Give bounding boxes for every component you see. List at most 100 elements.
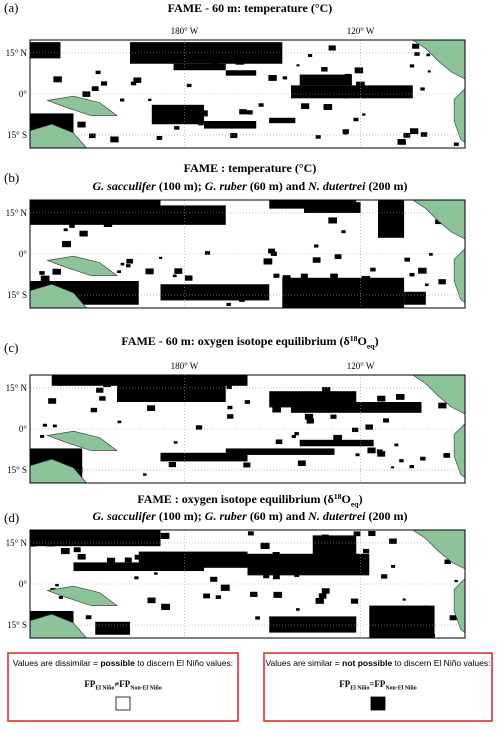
panel-label: (d) bbox=[4, 510, 19, 525]
black-cell bbox=[52, 268, 61, 275]
black-cell bbox=[315, 135, 321, 139]
black-cell bbox=[357, 561, 362, 565]
black-cell bbox=[45, 540, 55, 547]
legend-formula: FPEl Niño=FPNon-El Niño bbox=[339, 679, 417, 692]
black-cell bbox=[129, 291, 136, 296]
black-cell bbox=[203, 593, 211, 599]
map bbox=[29, 529, 466, 639]
black-cell bbox=[273, 591, 283, 598]
black-region bbox=[291, 85, 413, 99]
text-segment: 18 bbox=[350, 334, 358, 343]
black-cell bbox=[294, 432, 299, 436]
text-segment: N. dutertrei bbox=[307, 509, 366, 523]
text-segment: G. sacculifer bbox=[92, 509, 156, 523]
black-cell bbox=[344, 95, 349, 99]
black-cell bbox=[215, 595, 221, 599]
black-cell bbox=[153, 532, 157, 536]
black-cell bbox=[154, 537, 160, 541]
black-cell bbox=[85, 615, 92, 620]
black-region bbox=[269, 616, 357, 633]
black-cell bbox=[208, 206, 215, 211]
black-cell bbox=[199, 219, 206, 224]
black-region bbox=[30, 200, 161, 211]
legend-text: Values are similar = not possible to dis… bbox=[266, 658, 491, 668]
text-segment: not possible bbox=[342, 658, 392, 668]
black-cell bbox=[428, 252, 433, 256]
black-cell bbox=[334, 254, 342, 259]
text-segment: = bbox=[369, 679, 374, 689]
black-cell bbox=[82, 91, 91, 97]
black-cell bbox=[296, 64, 300, 67]
lon-label: 120° W bbox=[347, 26, 375, 36]
lat-label: 15° N bbox=[6, 538, 28, 548]
text-segment: possible bbox=[100, 658, 135, 668]
black-cell bbox=[291, 435, 296, 438]
text-segment: FAME - 60 m: temperature (°C) bbox=[168, 1, 333, 15]
black-cell bbox=[133, 77, 142, 83]
black-cell bbox=[77, 553, 86, 560]
black-cell bbox=[98, 564, 107, 571]
black-cell bbox=[275, 439, 283, 445]
black-cell bbox=[52, 424, 57, 428]
black-cell bbox=[449, 615, 457, 621]
black-cell bbox=[42, 423, 48, 427]
panel-title: FAME : oxygen isotope equilibrium (δ18Oe… bbox=[137, 492, 362, 509]
map-border bbox=[29, 199, 466, 309]
black-cell bbox=[435, 219, 442, 225]
black-cell bbox=[69, 224, 75, 228]
black-cell bbox=[174, 126, 180, 130]
black-region bbox=[299, 439, 374, 447]
legend-swatch bbox=[115, 696, 131, 711]
text-segment: (100 m); bbox=[156, 179, 205, 193]
black-cell bbox=[431, 633, 435, 637]
black-cell bbox=[39, 271, 45, 275]
black-cell bbox=[363, 286, 367, 289]
black-cell bbox=[96, 387, 104, 393]
black-cell bbox=[40, 275, 50, 282]
black-cell bbox=[353, 117, 359, 122]
black-cell bbox=[58, 383, 63, 386]
black-cell bbox=[134, 554, 142, 560]
black-cell bbox=[204, 251, 211, 255]
black-cell bbox=[31, 200, 37, 205]
black-cell bbox=[63, 228, 68, 232]
legend-text: Values are dissimilar = possible to disc… bbox=[13, 658, 233, 668]
black-cell bbox=[160, 532, 170, 539]
panel-subtitle: G. sacculifer (100 m); G. ruber (60 m) a… bbox=[92, 179, 407, 193]
black-cell bbox=[48, 398, 57, 404]
black-cell bbox=[304, 413, 314, 420]
text-segment: (200 m) bbox=[366, 179, 408, 193]
black-cell bbox=[381, 574, 388, 579]
black-cell bbox=[409, 465, 415, 469]
text-segment: G. ruber bbox=[205, 179, 247, 193]
black-cell bbox=[173, 441, 178, 444]
text-segment: El Niño bbox=[350, 686, 369, 692]
black-cell bbox=[301, 103, 310, 110]
black-cell bbox=[403, 132, 411, 138]
black-cell bbox=[306, 418, 314, 424]
text-segment: FP bbox=[339, 679, 350, 689]
black-cell bbox=[362, 548, 370, 554]
black-cell bbox=[79, 230, 88, 237]
panel-title: FAME - 60 m: oxygen isotope equilibrium … bbox=[121, 334, 378, 351]
black-cell bbox=[260, 542, 270, 550]
black-cell bbox=[147, 597, 156, 604]
black-cell bbox=[89, 133, 96, 139]
black-cell bbox=[273, 273, 280, 278]
black-cell bbox=[390, 298, 399, 305]
black-cell bbox=[300, 273, 308, 279]
black-cell bbox=[255, 616, 260, 620]
black-region bbox=[95, 621, 131, 635]
black-cell bbox=[77, 121, 86, 128]
text-segment: eq bbox=[351, 500, 359, 509]
lat-label: 0° bbox=[19, 249, 28, 259]
black-region bbox=[291, 402, 422, 413]
black-cell bbox=[389, 538, 397, 544]
black-cell bbox=[438, 279, 446, 285]
black-cell bbox=[210, 59, 219, 66]
black-cell bbox=[120, 262, 125, 266]
black-cell bbox=[161, 603, 171, 610]
black-cell bbox=[62, 240, 72, 248]
black-region bbox=[160, 452, 248, 462]
